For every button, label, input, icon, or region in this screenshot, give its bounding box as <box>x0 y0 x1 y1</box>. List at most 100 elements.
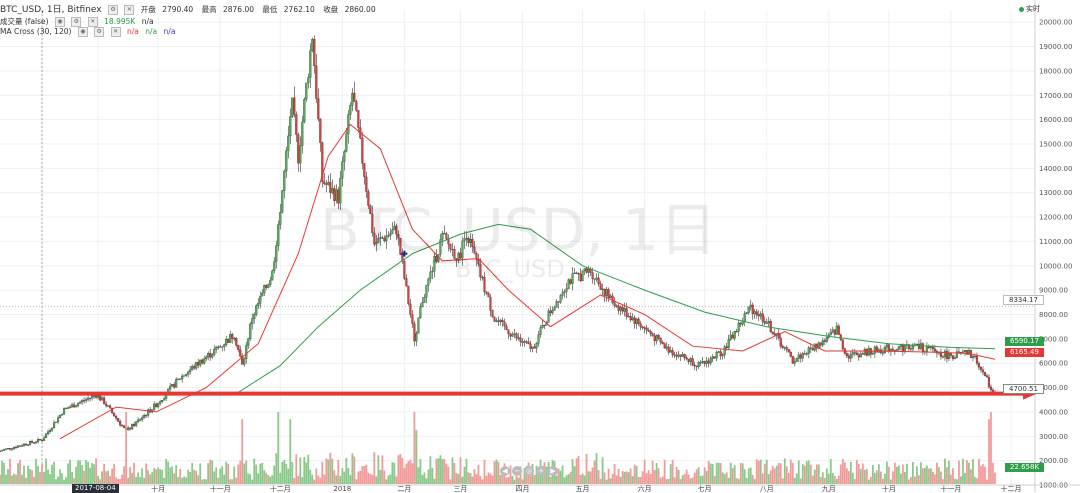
volume-bar <box>197 475 200 484</box>
volume-bar <box>751 474 754 484</box>
candle-body <box>371 213 374 234</box>
volume-bar <box>223 474 226 484</box>
scroll-right-icon[interactable]: ▶ <box>548 466 558 476</box>
candle-body <box>231 334 234 339</box>
volume-bar <box>221 466 224 484</box>
candle-body <box>629 316 632 321</box>
volume-bar <box>0 474 1 484</box>
volume-settings-button[interactable]: ⚙ <box>71 17 82 27</box>
volume-bar <box>423 472 426 484</box>
volume-bar <box>415 429 418 484</box>
candle-body <box>951 355 954 360</box>
candle-body <box>573 272 576 274</box>
volume-bar <box>595 453 598 484</box>
volume-bar <box>565 475 568 484</box>
zoom-in-icon[interactable]: + <box>536 466 546 476</box>
candle-body <box>519 337 522 342</box>
x-tick-label: 四月 <box>516 485 530 492</box>
price-tag-8334: 8334.17 <box>1003 295 1044 305</box>
candle-body <box>483 277 486 292</box>
candle-body <box>131 423 134 430</box>
volume-bar <box>695 469 698 484</box>
volume-bar <box>743 469 746 484</box>
volume-bar <box>873 472 876 484</box>
candle-body <box>533 346 536 349</box>
candle-body <box>693 364 696 367</box>
candle-body <box>381 237 384 239</box>
candle-body <box>729 334 732 340</box>
volume-bar <box>821 472 824 484</box>
candle-body <box>597 277 600 284</box>
volume-bar <box>185 477 188 484</box>
volume-bar <box>339 475 342 484</box>
ma-eye-button[interactable]: ◉ <box>77 27 88 37</box>
volume-bar <box>851 472 854 484</box>
scroll-left-icon[interactable]: ◀ <box>500 466 510 476</box>
volume-bar <box>501 472 504 484</box>
symbol-settings-button[interactable]: ⚙ <box>108 5 119 15</box>
candle-body <box>707 360 710 364</box>
volume-bar <box>255 464 258 484</box>
volume-bar <box>747 468 750 484</box>
candle-body <box>387 235 390 237</box>
volume-bar <box>921 468 924 484</box>
ma-settings-button[interactable]: ⚙ <box>94 27 105 37</box>
candle-body <box>655 335 658 342</box>
candle-body <box>42 437 46 441</box>
volume-bar <box>661 476 664 484</box>
candle-body <box>93 395 96 397</box>
zoom-out-icon[interactable]: − <box>512 466 522 476</box>
volume-bar <box>617 468 620 484</box>
volume-bar <box>787 472 790 484</box>
volume-bar <box>459 457 462 484</box>
volume-bar <box>55 479 57 484</box>
close-value: 2860.00 <box>344 5 376 14</box>
volume-bar <box>639 476 642 484</box>
volume-bar <box>85 460 87 484</box>
candle-body <box>119 421 122 426</box>
volume-bar <box>169 467 172 484</box>
volume-bar <box>587 471 590 484</box>
candle-body <box>505 325 508 330</box>
volume-bar <box>315 468 318 484</box>
candle-body <box>71 404 74 408</box>
volume-bar <box>507 476 510 484</box>
candle-body <box>399 238 402 255</box>
volume-bar <box>613 464 616 484</box>
volume-eye-button[interactable]: ◉ <box>54 17 65 27</box>
reset-icon[interactable]: ◎ <box>524 466 534 476</box>
volume-bar <box>267 475 270 484</box>
candle-body <box>559 295 562 303</box>
candle-body <box>77 403 80 406</box>
candle-body <box>107 405 110 407</box>
candle-body <box>55 421 58 423</box>
candle-body <box>151 409 154 413</box>
volume-bar <box>391 462 394 484</box>
volume-bar <box>211 460 214 484</box>
symbol-hide-button[interactable]: ✕ <box>124 5 135 15</box>
volume-bar <box>715 462 718 484</box>
candle-body <box>887 344 890 352</box>
volume-close-button[interactable]: ✕ <box>87 17 98 27</box>
volume-bar <box>701 475 704 484</box>
candle-body <box>10 448 14 450</box>
volume-bar <box>899 473 902 484</box>
volume-bar <box>972 459 974 484</box>
candle-body <box>427 278 430 286</box>
volume-bar <box>905 463 908 484</box>
realtime-indicator[interactable]: 实时 <box>1019 4 1040 14</box>
candle-body <box>83 400 86 402</box>
candle-body <box>293 97 296 115</box>
y-tick-label: 3000.00 <box>1039 433 1068 441</box>
volume-bar <box>231 479 234 484</box>
ma-close-button[interactable]: ✕ <box>110 27 121 37</box>
candle-body <box>8 448 12 450</box>
legend-ma-row: MA Cross (30, 120) ◉ ⚙ ✕ n/a n/a n/a <box>0 27 179 37</box>
volume-bar <box>593 460 596 484</box>
candle-body <box>607 289 610 298</box>
candle-body <box>665 346 668 349</box>
candle-body <box>737 322 740 332</box>
volume-bar <box>685 469 688 484</box>
candle-body <box>543 324 546 327</box>
volume-bar <box>373 452 376 484</box>
